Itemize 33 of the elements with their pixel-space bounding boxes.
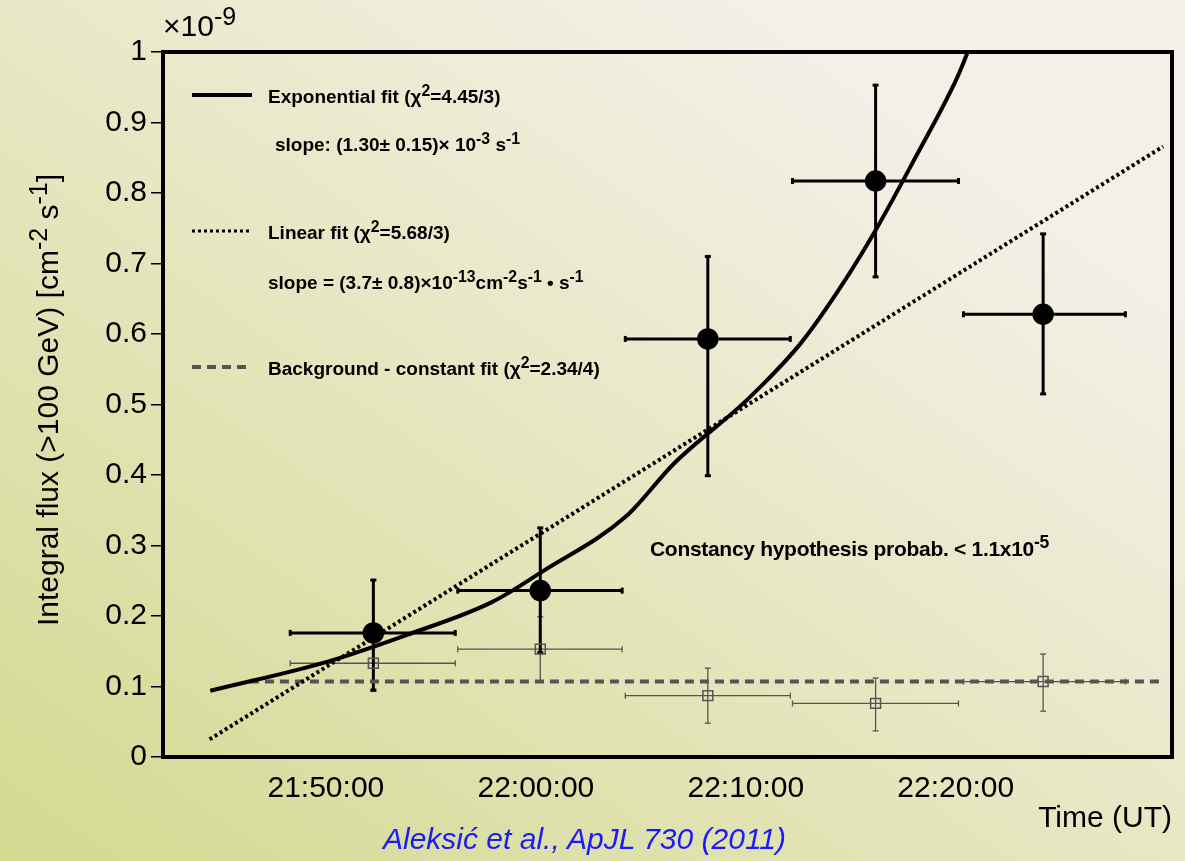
legend-label: Exponential fit (χ$^{2}$=4.45/3) — [268, 82, 501, 109]
point — [869, 697, 882, 710]
annotation: slope = (3.7± 0.8)×10$^{-13}$cm$^{-2}$s$^{-1}$ • s$^{-1}$ — [268, 268, 584, 295]
x-tick-label: 22:00:00 — [477, 770, 595, 804]
x-tick-label: 21:50:00 — [267, 770, 385, 804]
text: ×10$^{-9}$ — [163, 2, 237, 43]
annotation: slope: (1.30± 0.15)× 10$^{-3}$ s$^{-1}$ — [275, 130, 521, 157]
point — [697, 328, 719, 350]
y-tick-label: 0 — [130, 738, 147, 772]
point — [367, 657, 380, 669]
point — [529, 579, 552, 602]
y-tick-label: 0.4 — [105, 456, 147, 490]
y-tick-label: 0.1 — [105, 667, 147, 701]
point — [702, 689, 714, 702]
legend-label: Background - constant fit (χ$^{2}$=2.34/4) — [268, 354, 600, 381]
point — [362, 622, 385, 644]
x-axis-title: Time (UT) — [1038, 800, 1172, 834]
text: Aleksić et al., ApJL 730 (2011) — [383, 822, 787, 856]
x-tick-label: 22:10:00 — [687, 770, 805, 804]
y-tick-label: 0.2 — [105, 597, 147, 631]
y-tick-label: 1 — [130, 33, 147, 67]
y-tick-label: 0.9 — [105, 103, 147, 137]
x-tick-label: 22:20:00 — [897, 770, 1015, 804]
y-tick-label: 0.7 — [105, 244, 147, 278]
y-tick-label: 0.5 — [105, 385, 147, 419]
y-tick-label: 0.8 — [105, 174, 147, 208]
y-tick-label: 0.3 — [105, 526, 147, 560]
annotation: Constancy hypothesis probab. < 1.1x10$^{-5}$ — [650, 532, 1049, 561]
point — [864, 170, 887, 192]
legend-label: Linear fit (χ$^{2}$=5.68/3) — [268, 218, 450, 245]
point — [1037, 675, 1049, 688]
point — [1032, 303, 1054, 326]
y-tick-label: 0.6 — [105, 315, 147, 349]
